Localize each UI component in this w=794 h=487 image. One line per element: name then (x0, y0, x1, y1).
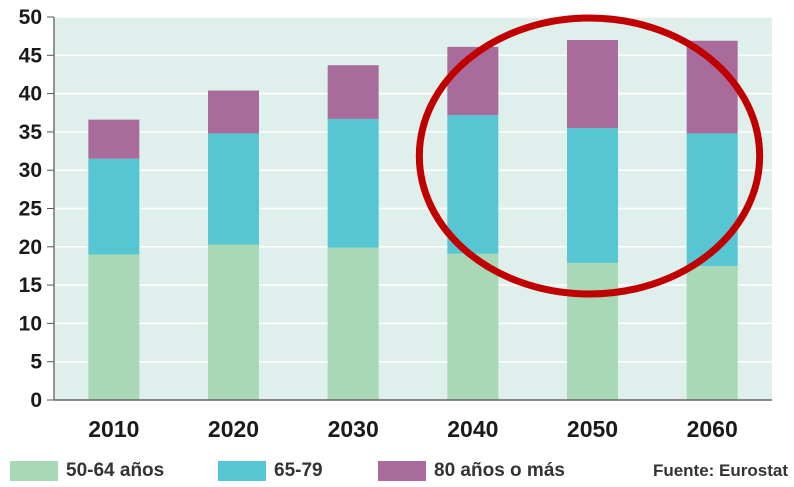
y-tick-label-15: 15 (19, 274, 43, 297)
bar-2040-series-1 (447, 115, 499, 254)
legend-item-50-64: 50-64 años (10, 458, 164, 484)
legend-label-65-79: 65-79 (274, 460, 323, 481)
x-tick-label-2050: 2050 (567, 416, 618, 442)
x-tick-label-2030: 2030 (328, 416, 379, 442)
bar-2050-series-0 (567, 262, 618, 400)
bar-2030-series-2 (327, 65, 379, 119)
x-tick-label-2010: 2010 (88, 416, 139, 442)
y-tick-label-20: 20 (19, 236, 42, 259)
bar-2060-series-2 (686, 40, 738, 134)
bar-2020-series-0 (208, 244, 259, 400)
y-tick-label-40: 40 (19, 83, 42, 106)
y-tick-label-25: 25 (19, 198, 43, 221)
bar-2010-series-1 (88, 158, 140, 255)
bar-2040-series-0 (447, 253, 499, 400)
bar-2050-series-2 (567, 39, 618, 129)
bar-2060-series-0 (686, 265, 738, 400)
bar-2030-series-1 (327, 118, 379, 248)
legend-item-80-plus: 80 años o más (378, 458, 565, 484)
source-note: Fuente: Eurostat (652, 461, 788, 480)
legend-swatch-80-plus (378, 461, 426, 481)
chart-legend: 50-64 años 65-79 80 años o más Fuente: E… (0, 458, 794, 484)
y-tick-label-0: 0 (30, 389, 42, 412)
y-tick-label-45: 45 (19, 44, 43, 67)
bar-2020-series-1 (208, 133, 259, 245)
bar-2060-series-1 (686, 133, 738, 266)
y-tick-label-30: 30 (19, 159, 42, 182)
legend-item-65-79: 65-79 (218, 458, 323, 484)
bar-2010-series-2 (88, 119, 140, 159)
legend-swatch-50-64 (10, 461, 58, 481)
bar-2020-series-2 (208, 90, 259, 134)
legend-swatch-65-79 (218, 461, 266, 481)
x-tick-label-2060: 2060 (687, 416, 738, 442)
x-tick-label-2040: 2040 (447, 416, 498, 442)
bar-2030-series-0 (327, 247, 379, 400)
x-tick-label-2020: 2020 (208, 416, 259, 442)
stacked-bar-chart: 0 5 10 15 20 25 30 35 40 45 50 2010 2020 2030 2040 2050… (19, 6, 772, 442)
highlight-ellipse (415, 14, 764, 298)
y-tick-label-35: 35 (19, 121, 43, 144)
bar-2050-series-1 (567, 128, 618, 263)
y-tick-label-50: 50 (19, 6, 42, 29)
y-tick-label-10: 10 (19, 312, 42, 335)
bar-2010-series-0 (88, 254, 140, 400)
legend-label-80-plus: 80 años o más (434, 460, 565, 481)
y-tick-label-5: 5 (30, 351, 42, 374)
legend-label-50-64: 50-64 años (66, 460, 165, 481)
